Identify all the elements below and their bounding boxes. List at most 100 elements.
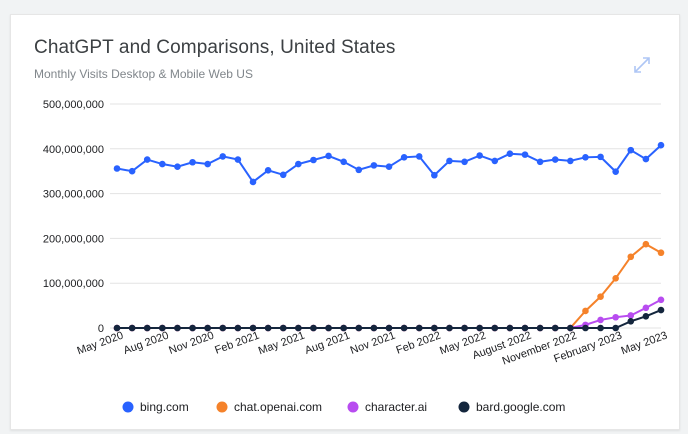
data-point[interactable]	[159, 324, 166, 332]
y-tick-label: 0	[98, 323, 104, 335]
x-tick-label: May 2021	[257, 330, 307, 358]
data-point[interactable]	[642, 240, 650, 248]
series-line	[117, 298, 662, 329]
data-point[interactable]	[295, 160, 302, 168]
data-point[interactable]	[506, 150, 514, 158]
data-point[interactable]	[431, 324, 438, 332]
data-point[interactable]	[597, 293, 604, 300]
data-point[interactable]	[536, 158, 544, 166]
data-point[interactable]	[204, 324, 211, 332]
data-point[interactable]	[325, 152, 332, 160]
legend-swatch	[347, 401, 359, 413]
data-point[interactable]	[612, 324, 619, 332]
legend-item[interactable]: bing.com	[122, 400, 189, 414]
data-point[interactable]	[159, 160, 166, 168]
data-point[interactable]	[355, 166, 363, 174]
data-point[interactable]	[189, 158, 196, 166]
data-point[interactable]	[219, 153, 227, 160]
data-point[interactable]	[597, 324, 604, 332]
data-point[interactable]	[234, 324, 242, 332]
data-point[interactable]	[657, 296, 665, 304]
data-point[interactable]	[113, 165, 121, 172]
legend-item[interactable]: bard.google.com	[458, 400, 566, 414]
chart-subtitle: Monthly Visits Desktop & Mobile Web US	[34, 67, 253, 81]
data-point[interactable]	[143, 156, 151, 163]
data-point[interactable]	[400, 324, 408, 332]
data-point[interactable]	[521, 324, 529, 332]
data-point[interactable]	[174, 324, 181, 332]
data-point[interactable]	[128, 167, 136, 175]
data-point[interactable]	[310, 324, 317, 332]
data-point[interactable]	[431, 171, 438, 179]
data-point[interactable]	[642, 155, 650, 163]
data-point[interactable]	[612, 168, 619, 175]
data-point[interactable]	[476, 324, 483, 332]
data-point[interactable]	[128, 324, 136, 332]
legend-item[interactable]: chat.openai.com	[216, 400, 323, 414]
data-point[interactable]	[143, 324, 151, 332]
data-point[interactable]	[415, 153, 423, 160]
data-point[interactable]	[234, 156, 242, 163]
data-point[interactable]	[627, 312, 635, 319]
data-point[interactable]	[582, 154, 589, 161]
data-point[interactable]	[189, 324, 196, 332]
data-point[interactable]	[476, 152, 483, 159]
data-point[interactable]	[597, 153, 604, 161]
series-bard-google-com	[113, 306, 665, 332]
data-point[interactable]	[370, 324, 378, 332]
data-point[interactable]	[219, 324, 227, 332]
data-point[interactable]	[264, 167, 272, 174]
data-point[interactable]	[279, 324, 287, 332]
data-point[interactable]	[400, 154, 408, 161]
data-point[interactable]	[642, 304, 650, 312]
data-point[interactable]	[264, 324, 272, 332]
data-point[interactable]	[582, 324, 589, 332]
data-point[interactable]	[325, 324, 332, 332]
data-point[interactable]	[491, 324, 499, 332]
data-point[interactable]	[113, 324, 121, 332]
data-point[interactable]	[446, 324, 453, 332]
data-point[interactable]	[627, 253, 635, 261]
data-point[interactable]	[310, 156, 317, 164]
data-point[interactable]	[385, 324, 393, 332]
data-point[interactable]	[612, 274, 619, 282]
data-point[interactable]	[536, 324, 544, 332]
data-point[interactable]	[295, 324, 302, 332]
data-point[interactable]	[385, 163, 393, 171]
data-point[interactable]	[204, 160, 211, 168]
y-tick-label: 300,000,000	[43, 189, 104, 201]
data-point[interactable]	[461, 324, 468, 332]
data-point[interactable]	[567, 157, 574, 165]
data-point[interactable]	[491, 157, 499, 165]
legend-item[interactable]: character.ai	[347, 400, 428, 414]
data-point[interactable]	[506, 324, 514, 332]
y-tick-label: 200,000,000	[43, 233, 104, 245]
data-point[interactable]	[355, 324, 363, 332]
data-point[interactable]	[551, 324, 559, 332]
data-point[interactable]	[582, 307, 589, 315]
data-point[interactable]	[627, 146, 635, 154]
data-point[interactable]	[521, 151, 529, 158]
data-point[interactable]	[597, 316, 604, 324]
data-point[interactable]	[642, 313, 650, 320]
data-point[interactable]	[657, 306, 665, 314]
data-point[interactable]	[551, 156, 559, 163]
data-point[interactable]	[415, 324, 423, 332]
series-chat-openai-com	[113, 240, 665, 332]
data-point[interactable]	[249, 178, 257, 186]
expand-diagonal-icon[interactable]	[632, 55, 652, 75]
data-point[interactable]	[657, 249, 665, 257]
data-point[interactable]	[612, 313, 619, 321]
data-point[interactable]	[446, 157, 453, 165]
data-point[interactable]	[279, 171, 287, 179]
data-point[interactable]	[340, 158, 347, 166]
data-point[interactable]	[567, 324, 574, 332]
data-point[interactable]	[461, 158, 468, 166]
data-point[interactable]	[249, 324, 257, 332]
data-point[interactable]	[657, 141, 665, 149]
data-point[interactable]	[340, 324, 347, 332]
data-point[interactable]	[174, 163, 181, 171]
data-point[interactable]	[370, 162, 378, 169]
data-point[interactable]	[627, 317, 635, 325]
